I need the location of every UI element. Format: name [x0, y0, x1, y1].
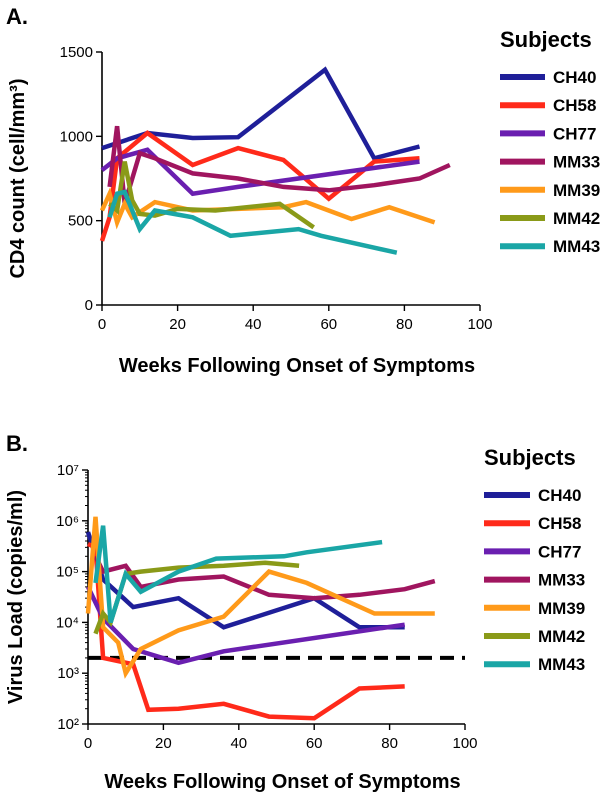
x-tick-label: 40 [230, 735, 247, 752]
legend-label: MM39 [553, 181, 600, 200]
x-tick-label: 100 [452, 735, 477, 752]
y-tick-label: 10⁶ [56, 513, 79, 530]
x-tick-label: 20 [169, 316, 186, 333]
legend-label: MM43 [553, 237, 600, 256]
series-line-mm39 [85, 516, 435, 679]
y-tick-label: 10³ [57, 665, 79, 682]
legend-label: MM33 [538, 571, 585, 590]
series-line-mm33 [93, 555, 436, 601]
y-tick-label: 10⁷ [57, 462, 79, 479]
series-line-mm43 [93, 525, 383, 624]
x-axis-title: Weeks Following Onset of Symptoms [104, 771, 460, 793]
x-tick-label: 100 [467, 316, 492, 333]
y-tick-label: 10⁵ [56, 564, 79, 581]
x-tick-label: 60 [320, 316, 337, 333]
y-tick-label: 10⁴ [56, 614, 79, 631]
series-line-mm43 [107, 189, 398, 255]
y-tick-label: 10² [57, 716, 79, 733]
legend-label: CH77 [553, 124, 596, 143]
legend-label: CH77 [538, 542, 581, 561]
x-tick-label: 0 [84, 735, 92, 752]
series-line-mm42 [93, 560, 300, 635]
series-line-mm42 [108, 161, 315, 230]
legend-label: MM39 [538, 599, 585, 618]
x-tick-label: 80 [381, 735, 398, 752]
y-tick-label: 1500 [60, 44, 93, 61]
x-tick-label: 80 [396, 316, 413, 333]
legend-label: MM43 [538, 655, 585, 674]
legend-title: Subjects [500, 27, 592, 52]
legend-label: MM33 [553, 153, 600, 172]
y-axis-title: CD4 count (cell/mm³) [7, 78, 29, 278]
y-tick-label: 500 [68, 213, 93, 230]
x-tick-label: 40 [245, 316, 262, 333]
y-tick-label: 1000 [60, 128, 93, 145]
x-tick-label: 20 [155, 735, 172, 752]
legend-label: CH40 [553, 68, 596, 87]
series-line-ch40 [101, 66, 421, 161]
x-tick-label: 0 [98, 316, 106, 333]
panel-label: A. [6, 4, 28, 29]
y-axis-title: Virus Load (copies/ml) [5, 490, 27, 704]
legend-title: Subjects [484, 445, 576, 470]
y-tick-label: 0 [85, 297, 93, 314]
series-line-ch58 [99, 130, 420, 242]
panel-label: B. [6, 431, 28, 456]
legend-label: CH40 [538, 486, 581, 505]
series-line-mm39 [99, 186, 436, 230]
legend-label: CH58 [538, 514, 581, 533]
x-axis-title: Weeks Following Onset of Symptoms [119, 355, 475, 377]
legend-label: MM42 [538, 627, 585, 646]
legend-label: CH58 [553, 96, 596, 115]
x-tick-label: 60 [306, 735, 323, 752]
legend-label: MM42 [553, 209, 600, 228]
